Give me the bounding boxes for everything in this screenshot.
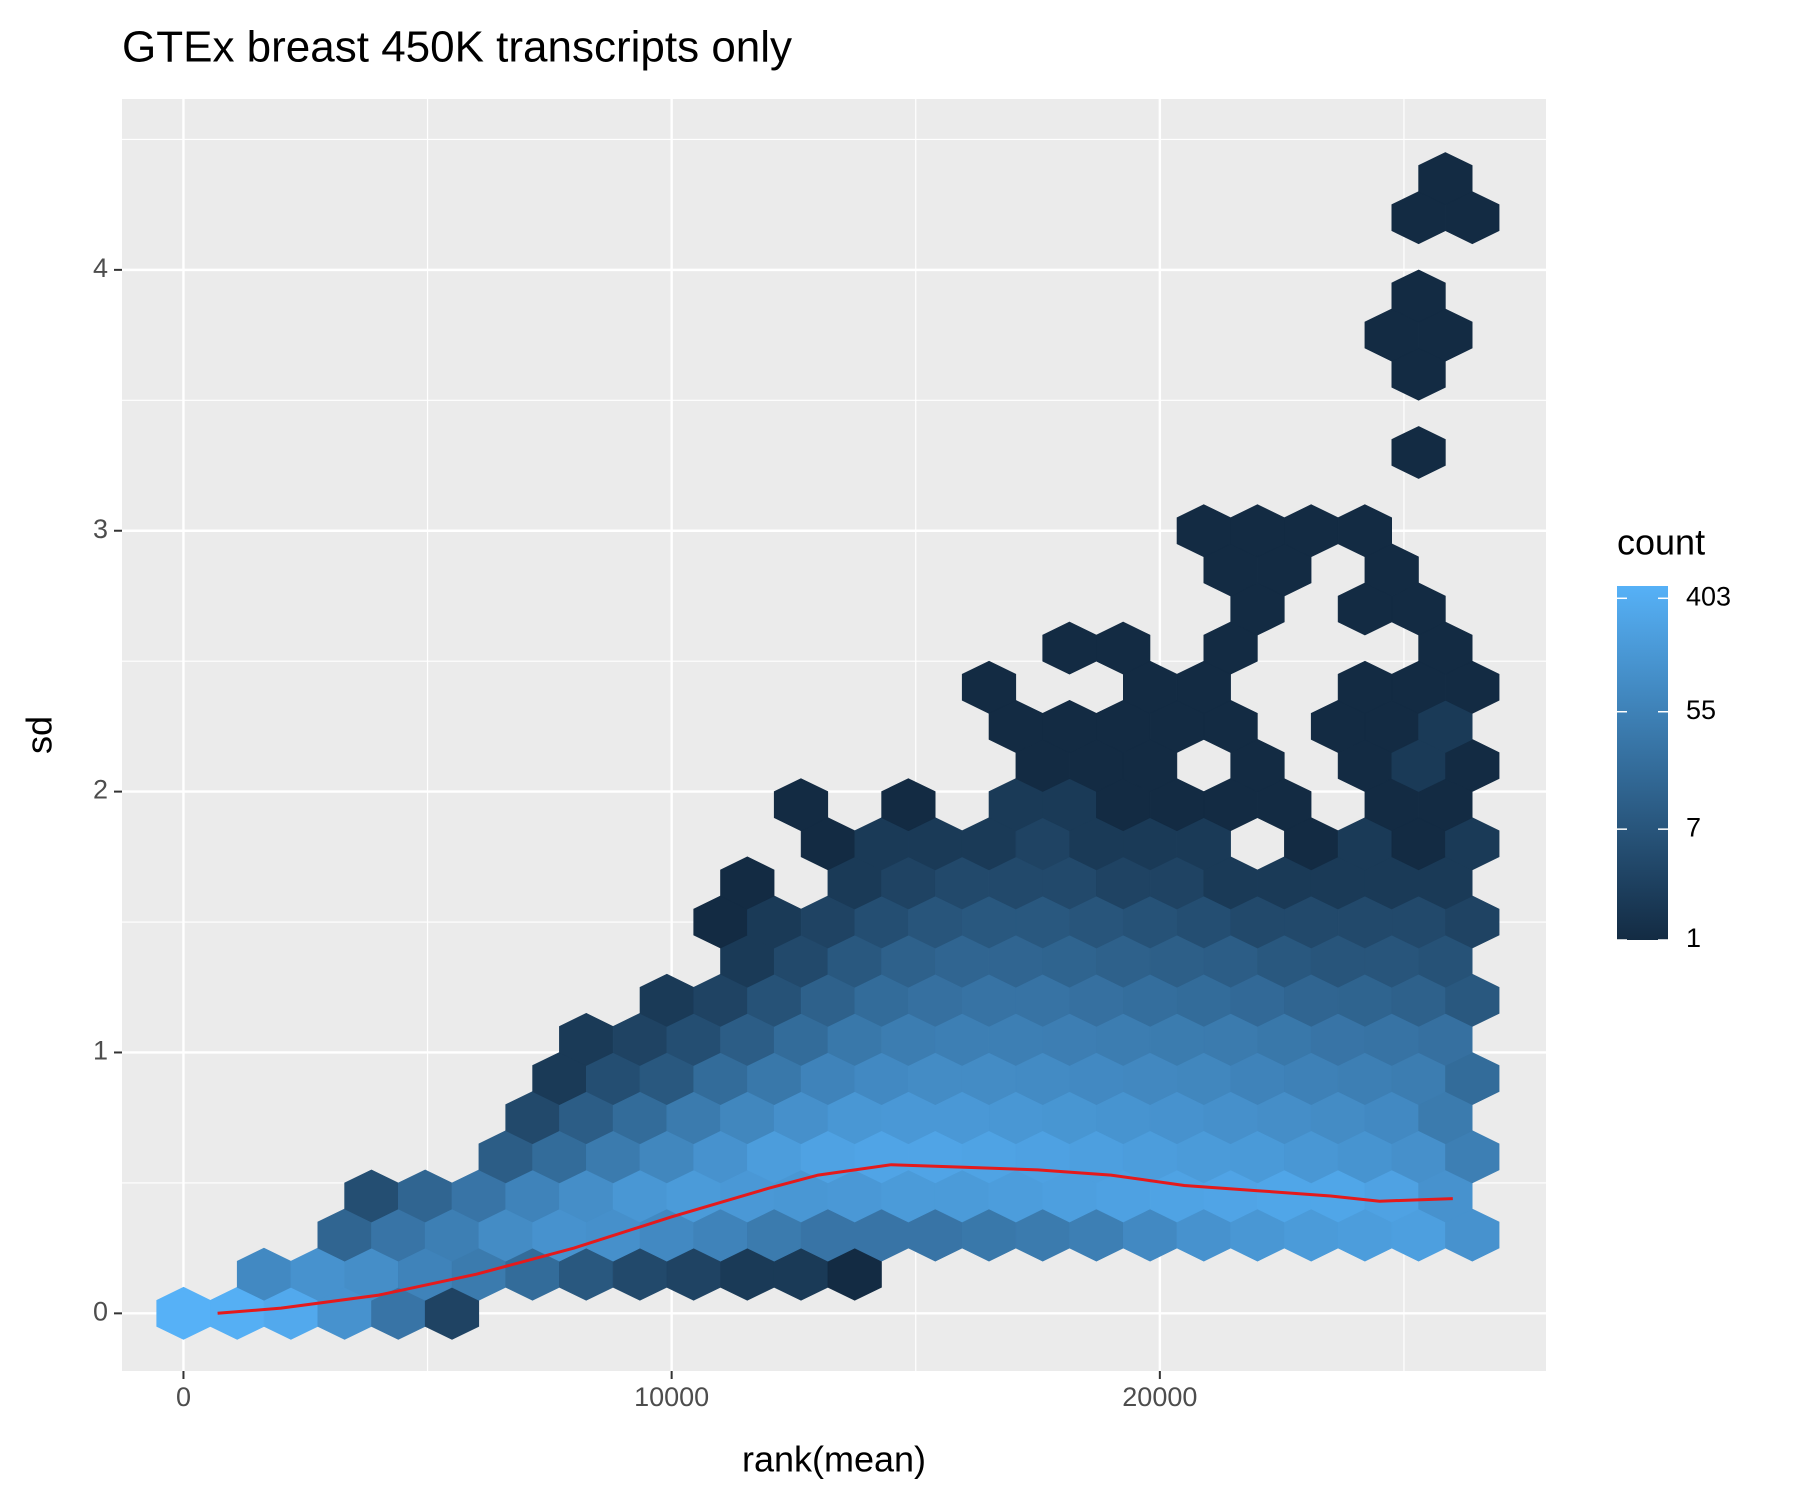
hex-bin xyxy=(961,660,1017,714)
legend-tick-label: 55 xyxy=(1686,695,1716,725)
hex-bin xyxy=(881,778,936,832)
legend-tick-label: 7 xyxy=(1686,812,1701,842)
y-tick-label: 1 xyxy=(93,1036,108,1066)
hex-bin xyxy=(1096,621,1151,675)
y-tick-label: 4 xyxy=(93,253,108,283)
x-tick-label: 20000 xyxy=(1122,1382,1197,1412)
x-axis-title: rank(mean) xyxy=(742,1439,926,1480)
y-tick-label: 0 xyxy=(93,1296,108,1326)
legend-tick-label: 403 xyxy=(1686,581,1731,611)
y-tick-label: 3 xyxy=(93,514,108,544)
x-tick-label: 0 xyxy=(176,1382,191,1412)
hex-bin xyxy=(1337,504,1392,558)
hex-bin xyxy=(1391,269,1446,323)
y-axis-title: sd xyxy=(19,716,60,754)
x-tick-label: 10000 xyxy=(634,1382,709,1412)
legend-tick-label: 1 xyxy=(1686,923,1701,953)
hex-bin xyxy=(1418,152,1473,206)
hex-bin xyxy=(720,856,775,910)
hex-layer xyxy=(156,152,1500,1340)
y-tick-label: 2 xyxy=(93,775,108,805)
hex-bin xyxy=(773,778,829,832)
colorbar xyxy=(1617,586,1668,940)
chart-title: GTEx breast 450K transcripts only xyxy=(122,23,792,72)
legend-title: count xyxy=(1617,522,1705,563)
smooth-line xyxy=(217,1163,1453,1315)
hex-bin xyxy=(1391,426,1446,479)
